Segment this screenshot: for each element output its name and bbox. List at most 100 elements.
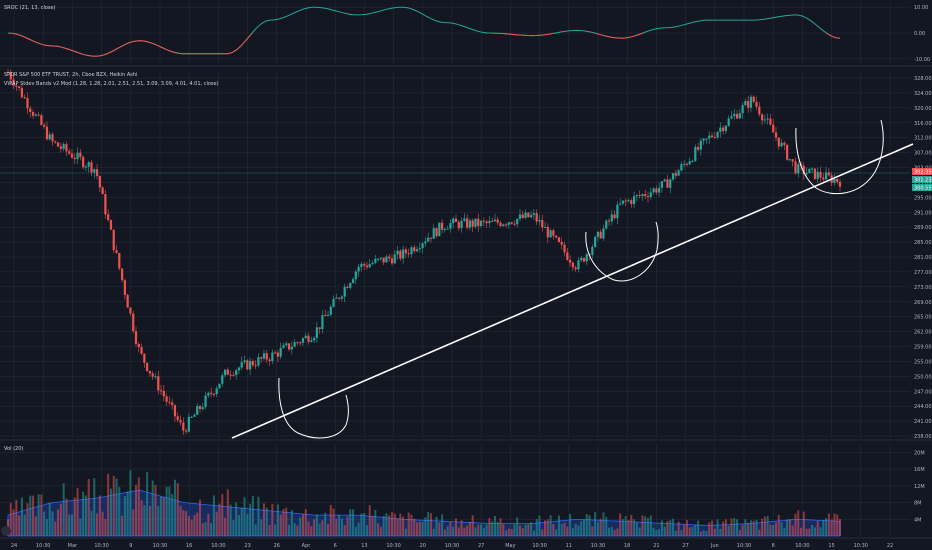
volume-bar [45,519,48,536]
volume-bar [185,511,188,536]
candle-body [535,213,538,222]
volume-bar [480,524,483,536]
volume-bar [299,517,302,536]
candle-body [374,258,377,263]
volume-bar [713,528,716,536]
candle-body [460,220,463,229]
volume-bar [148,505,151,536]
price-badge-2: 301.23 [914,178,932,184]
candle-body [749,96,753,108]
time-tick: 22 [887,543,893,549]
volume-bar [638,527,641,536]
time-tick: 10:30 [795,543,809,549]
candle-body [179,419,182,423]
volume-bar [647,518,649,536]
volume-bar [788,519,791,536]
volume-bar [477,524,480,536]
volume-bar [641,515,644,536]
volume-bar [633,519,636,536]
candle-body [596,231,600,237]
volume-bar [763,516,766,536]
time-tick: 8 [772,543,775,549]
volume-bar [761,518,764,536]
volume-bar [772,524,775,536]
volume-bar [393,513,396,536]
candle-body [332,298,335,307]
candle-body [223,369,227,376]
volume-bar [112,476,115,536]
candle-body [399,250,402,259]
candle-body [788,159,792,161]
candle-body [151,373,154,377]
candle-body [610,214,613,222]
candle-body [432,228,435,239]
volume-bar [466,525,469,536]
candle-body [143,353,146,363]
candle-body [541,220,544,228]
volume-bar [827,513,830,536]
candle-body [616,204,619,219]
candle-body [404,249,408,254]
candle-body [438,222,441,237]
volume-bar [171,494,174,536]
candle-body [760,114,764,121]
candle-body [338,297,341,299]
hand-drawn-marks[interactable] [278,119,884,439]
time-tick: 10:30 [386,543,400,549]
time-tick: 16 [186,543,192,549]
candle-body [813,168,817,179]
volume-bar [669,520,672,536]
candle-body [349,283,352,288]
volume-bar [429,513,432,536]
candle-body [513,223,516,225]
volume-bar [304,509,307,536]
time-axis[interactable]: 24 10:30 Mar 10:30 9 10:30 16 10:30 23 26 Apr 6 13 10… [11,543,893,549]
volume-bar [463,527,466,536]
volume-bar [396,518,399,536]
time-tick: 20 [420,543,426,549]
candle-body [282,345,285,348]
volume-bar [666,520,669,536]
candle-body [638,195,641,197]
price-axis[interactable]: 328.00324.00320.00316.00312.00307.00303.… [914,76,932,440]
candle-body [237,367,241,371]
volume-bar [808,528,811,536]
trend-line[interactable] [231,143,914,439]
price-tick: 291.00 [914,210,932,216]
candle-body [580,257,583,261]
candle-body [774,132,778,138]
time-tick: 10:30 [737,543,751,549]
volume-bar [212,495,215,536]
volume-bar [218,503,221,536]
volume-bar [193,514,196,536]
candle-body [212,393,216,395]
volume-bar [246,514,249,536]
candle-body [632,196,636,205]
candle-body [37,114,40,116]
volume-bar [57,509,60,536]
volume-bar [123,495,126,536]
volume-bar [555,529,558,536]
volume-bar [571,528,574,536]
tv-logo[interactable] [1,526,11,536]
candle-body [713,136,716,138]
volume-bar [588,515,591,536]
candle-body [549,230,552,238]
volume-bar [491,521,494,536]
candle-body [758,106,761,115]
symbol-title[interactable]: SPDR S&P 500 ETF TRUST, 2h, Cboe BZX, He… [4,72,137,78]
volume-bar [460,520,463,536]
volume-bar [329,504,332,536]
volume-bar [544,520,547,536]
volume-bar [705,531,708,536]
candle-body [198,406,202,410]
study-legend[interactable]: VWAP Stdev Bands v2 Mod (1.28, 1.28, 2.0… [4,81,219,87]
volume-bar [115,478,118,536]
candle-body [744,101,747,106]
candle-body [440,222,444,230]
candle-body [365,265,369,268]
volume-bar [738,530,741,536]
volume-bar [237,515,240,536]
candle-body [402,249,405,259]
